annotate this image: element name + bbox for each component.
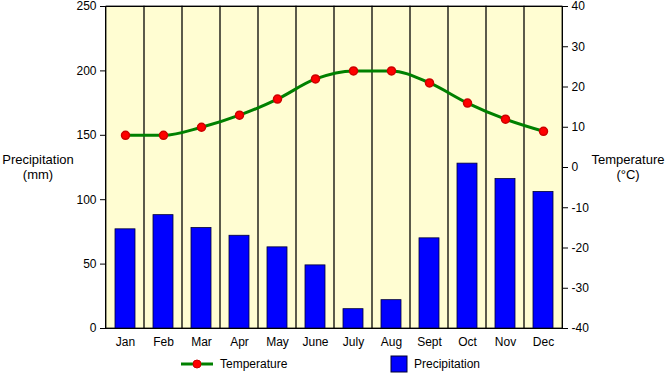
svg-text:Aug: Aug <box>381 335 402 349</box>
svg-text:150: 150 <box>76 128 96 142</box>
html-text:Precipitation: Precipitation <box>414 357 480 371</box>
svg-text:Nov: Nov <box>495 335 516 349</box>
svg-text:May: May <box>266 335 289 349</box>
svg-text:Feb: Feb <box>153 335 174 349</box>
svg-text:Mar: Mar <box>191 335 212 349</box>
svg-text:100: 100 <box>76 193 96 207</box>
html-text:Temperature: Temperature <box>220 357 288 371</box>
svg-text:0: 0 <box>90 321 97 335</box>
svg-text:10: 10 <box>572 120 586 134</box>
svg-text:-40: -40 <box>572 321 590 335</box>
svg-text:20: 20 <box>572 80 586 94</box>
svg-text:Oct: Oct <box>458 335 477 349</box>
svg-text:July: July <box>343 335 364 349</box>
svg-text:30: 30 <box>572 40 586 54</box>
html-text:Temperature (°C): Temperature (°C) <box>591 152 665 182</box>
svg-text:Dec: Dec <box>533 335 554 349</box>
svg-text:200: 200 <box>76 64 96 78</box>
svg-text:50: 50 <box>83 257 97 271</box>
svg-text:-10: -10 <box>572 201 590 215</box>
svg-text:June: June <box>302 335 328 349</box>
svg-text:40: 40 <box>572 0 586 13</box>
svg-text:-30: -30 <box>572 281 590 295</box>
svg-text:-20: -20 <box>572 241 590 255</box>
svg-text:Jan: Jan <box>116 335 135 349</box>
svg-text:Sept: Sept <box>417 335 442 349</box>
svg-text:Apr: Apr <box>230 335 249 349</box>
html-text:Precipitation (mm): Precipitation (mm) <box>2 152 74 182</box>
svg-text:250: 250 <box>76 0 96 13</box>
svg-text:0: 0 <box>572 160 579 174</box>
